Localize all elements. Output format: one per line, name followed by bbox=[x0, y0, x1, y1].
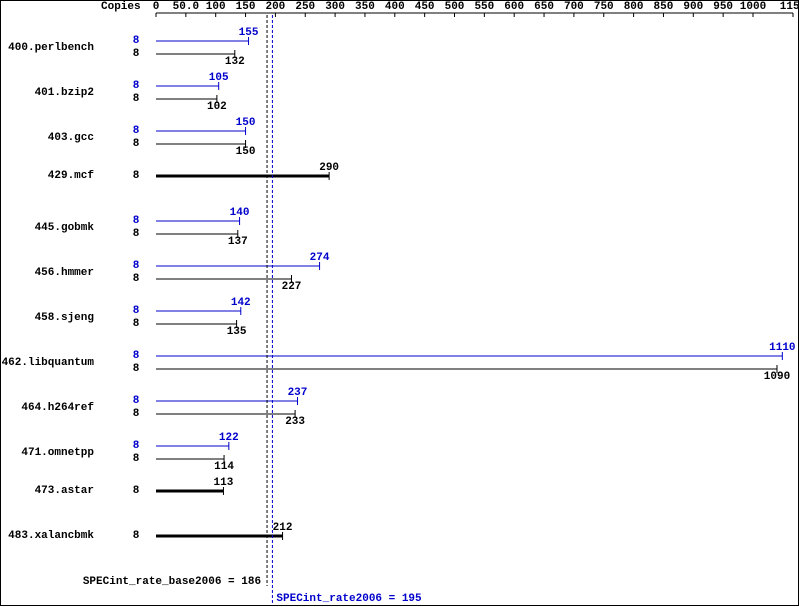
bar-value: 114 bbox=[214, 461, 234, 473]
copies-value: 8 bbox=[133, 318, 140, 330]
axis-tick-label: 400 bbox=[385, 1, 405, 13]
copies-value: 8 bbox=[133, 228, 140, 240]
ref-base-label: SPECint_rate_base2006 = 186 bbox=[83, 576, 261, 588]
axis-tick-label: 50.0 bbox=[173, 1, 199, 13]
benchmark-label: 458.sjeng bbox=[35, 312, 94, 324]
copies-value: 8 bbox=[133, 260, 140, 272]
axis-tick-label: 750 bbox=[594, 1, 614, 13]
copies-value: 8 bbox=[133, 138, 140, 150]
copies-header: Copies bbox=[101, 1, 141, 13]
bar-value: 290 bbox=[319, 162, 339, 174]
axis-tick-label: 650 bbox=[534, 1, 554, 13]
copies-value: 8 bbox=[133, 48, 140, 60]
ref-peak-label: SPECint_rate2006 = 195 bbox=[276, 593, 421, 605]
copies-value: 8 bbox=[133, 395, 140, 407]
bar-value: 1090 bbox=[764, 371, 790, 383]
copies-value: 8 bbox=[133, 125, 140, 137]
copies-value: 8 bbox=[133, 35, 140, 47]
bar-value: 274 bbox=[310, 252, 330, 264]
copies-value: 8 bbox=[133, 530, 140, 542]
benchmark-label: 473.astar bbox=[35, 485, 94, 497]
bar-value: 233 bbox=[285, 416, 305, 428]
bar-value: 102 bbox=[207, 101, 227, 113]
benchmark-label: 462.libquantum bbox=[2, 357, 94, 369]
benchmark-label: 403.gcc bbox=[48, 132, 94, 144]
benchmark-label: 464.h264ref bbox=[21, 402, 94, 414]
axis-tick-label: 0 bbox=[153, 1, 160, 13]
benchmark-label: 429.mcf bbox=[48, 170, 94, 182]
bar-value: 150 bbox=[236, 117, 256, 129]
bar-value: 227 bbox=[282, 281, 302, 293]
axis-tick-label: 700 bbox=[564, 1, 584, 13]
copies-value: 8 bbox=[133, 485, 140, 497]
axis-tick-label: 300 bbox=[325, 1, 345, 13]
bar-value: 135 bbox=[227, 326, 247, 338]
axis-tick-label: 800 bbox=[624, 1, 644, 13]
axis-tick-label: 250 bbox=[295, 1, 315, 13]
bar-value: 122 bbox=[219, 432, 239, 444]
bar-value: 212 bbox=[273, 522, 293, 534]
benchmark-label: 483.xalancbmk bbox=[8, 530, 94, 542]
bar-value: 1110 bbox=[769, 342, 795, 354]
copies-value: 8 bbox=[133, 453, 140, 465]
benchmark-label: 471.omnetpp bbox=[21, 447, 94, 459]
axis-tick-label: 950 bbox=[713, 1, 733, 13]
bar-value: 237 bbox=[288, 387, 308, 399]
benchmark-label: 456.hmmer bbox=[35, 267, 94, 279]
axis-tick-label: 100 bbox=[206, 1, 226, 13]
benchmark-label: 400.perlbench bbox=[8, 42, 94, 54]
benchmark-label: 401.bzip2 bbox=[35, 87, 94, 99]
axis-tick-label: 850 bbox=[654, 1, 674, 13]
copies-value: 8 bbox=[133, 440, 140, 452]
copies-value: 8 bbox=[133, 80, 140, 92]
axis-tick-label: 550 bbox=[474, 1, 494, 13]
bar-value: 137 bbox=[228, 236, 248, 248]
axis-tick-label: 500 bbox=[445, 1, 465, 13]
axis-tick-label: 450 bbox=[415, 1, 435, 13]
bar-value: 140 bbox=[230, 207, 250, 219]
copies-value: 8 bbox=[133, 350, 140, 362]
spec-rate-chart: 0 50.0 100 150 200 250 300 350 400 450 500 550 600 65… bbox=[0, 0, 799, 606]
copies-value: 8 bbox=[133, 93, 140, 105]
bar-value: 113 bbox=[214, 477, 234, 489]
axis-tick-label: 1150 bbox=[780, 1, 799, 13]
axis-tick-label: 600 bbox=[504, 1, 524, 13]
copies-value: 8 bbox=[133, 215, 140, 227]
copies-value: 8 bbox=[133, 273, 140, 285]
axis-tick-label: 900 bbox=[683, 1, 703, 13]
axis-tick-label: 200 bbox=[265, 1, 285, 13]
axis-tick-label: 350 bbox=[355, 1, 375, 13]
bar-value: 142 bbox=[231, 297, 251, 309]
axis-tick-label: 150 bbox=[236, 1, 256, 13]
copies-value: 8 bbox=[133, 408, 140, 420]
bar-value: 105 bbox=[209, 72, 229, 84]
benchmark-label: 445.gobmk bbox=[35, 222, 94, 234]
bar-value: 155 bbox=[239, 27, 259, 39]
bar-value: 150 bbox=[236, 146, 256, 158]
copies-value: 8 bbox=[133, 305, 140, 317]
bar-value: 132 bbox=[225, 56, 245, 68]
axis-tick-label: 1000 bbox=[740, 1, 766, 13]
copies-value: 8 bbox=[133, 363, 140, 375]
copies-value: 8 bbox=[133, 170, 140, 182]
